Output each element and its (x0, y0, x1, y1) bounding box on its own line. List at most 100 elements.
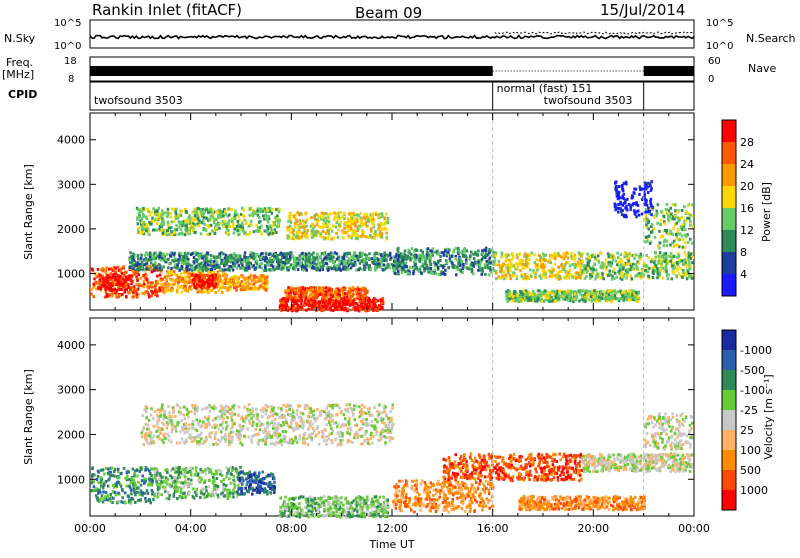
nsky-tick-top: 10^5 (54, 18, 81, 29)
data-cell (319, 215, 322, 218)
data-cell (358, 295, 361, 298)
data-cell (501, 274, 504, 277)
data-cell (202, 219, 205, 222)
data-cell (138, 267, 141, 270)
data-cell (181, 224, 184, 227)
data-cell (332, 301, 335, 304)
data-cell (637, 296, 640, 299)
data-cell (150, 258, 153, 261)
data-cell (250, 220, 253, 223)
data-cell (320, 218, 323, 221)
data-cell (294, 296, 297, 299)
data-cell (249, 283, 252, 286)
data-cell (347, 307, 350, 310)
data-cell (276, 215, 279, 218)
data-cell (302, 268, 305, 271)
data-cell (486, 260, 489, 263)
data-cell (629, 298, 632, 301)
data-cell (608, 263, 611, 266)
data-cell (365, 235, 368, 238)
data-cell (237, 229, 240, 232)
data-cell (574, 263, 577, 266)
data-cell (107, 280, 110, 283)
data-cell (153, 269, 156, 272)
data-cell (129, 266, 132, 269)
data-cell (386, 221, 389, 224)
data-cell (227, 278, 230, 281)
data-cell (587, 263, 590, 266)
data-cell (534, 261, 537, 264)
data-cell (558, 290, 561, 293)
data-cell (300, 293, 303, 296)
data-cell (256, 253, 259, 256)
data-cell (315, 268, 318, 271)
data-cell (327, 217, 330, 220)
nave-tick-bottom: 0 (708, 74, 714, 85)
data-cell (488, 262, 491, 265)
data-cell (279, 261, 282, 264)
data-cell (204, 223, 207, 226)
data-cell (343, 217, 346, 220)
data-cell (554, 300, 557, 303)
data-cell (195, 211, 198, 214)
data-cell (470, 251, 473, 254)
data-cell (254, 212, 257, 215)
data-cell (513, 292, 516, 295)
data-cell (658, 255, 661, 258)
data-cell (462, 263, 465, 266)
data-cell (601, 297, 604, 300)
data-cell (110, 267, 113, 270)
data-cell (261, 208, 264, 211)
data-cell (327, 269, 330, 272)
data-cell (141, 226, 144, 229)
data-cell (261, 267, 264, 270)
data-cell (303, 234, 306, 237)
data-cell (129, 261, 132, 264)
data-cell (446, 262, 449, 265)
data-cell (313, 258, 316, 261)
data-cell (333, 267, 336, 270)
data-cell (271, 212, 274, 215)
data-cell (686, 277, 689, 280)
data-cell (645, 264, 648, 267)
data-cell (161, 286, 164, 289)
data-cell (377, 227, 380, 230)
data-cell (143, 283, 146, 286)
data-cell (95, 281, 98, 284)
data-cell (188, 263, 191, 266)
data-cell (677, 265, 680, 268)
data-cell (310, 258, 313, 261)
data-cell (213, 260, 216, 263)
data-cell (435, 263, 438, 266)
data-cell (106, 295, 109, 298)
data-cell (495, 277, 498, 280)
data-cell (138, 227, 141, 230)
data-cell (184, 254, 187, 257)
data-cell (630, 274, 633, 277)
data-cell (357, 257, 360, 260)
data-cell (198, 269, 201, 272)
data-cell (265, 279, 268, 282)
data-cell (327, 223, 330, 226)
data-cell (264, 266, 267, 269)
data-cell (176, 290, 179, 293)
data-cell (590, 300, 593, 303)
data-cell (683, 251, 686, 254)
data-cell (224, 268, 227, 271)
data-cell (537, 294, 540, 297)
data-cell (401, 271, 404, 274)
data-cell (102, 277, 105, 280)
data-cell (554, 257, 557, 260)
data-cell (241, 258, 244, 261)
data-cell (364, 213, 367, 216)
data-cell (457, 262, 460, 265)
data-cell (290, 252, 293, 255)
data-cell (232, 283, 235, 286)
data-cell (296, 257, 299, 260)
data-cell (611, 275, 614, 278)
data-cell (198, 224, 201, 227)
data-cell (180, 252, 183, 255)
data-cell (303, 304, 306, 307)
data-cell (262, 214, 265, 217)
data-cell (191, 269, 194, 272)
